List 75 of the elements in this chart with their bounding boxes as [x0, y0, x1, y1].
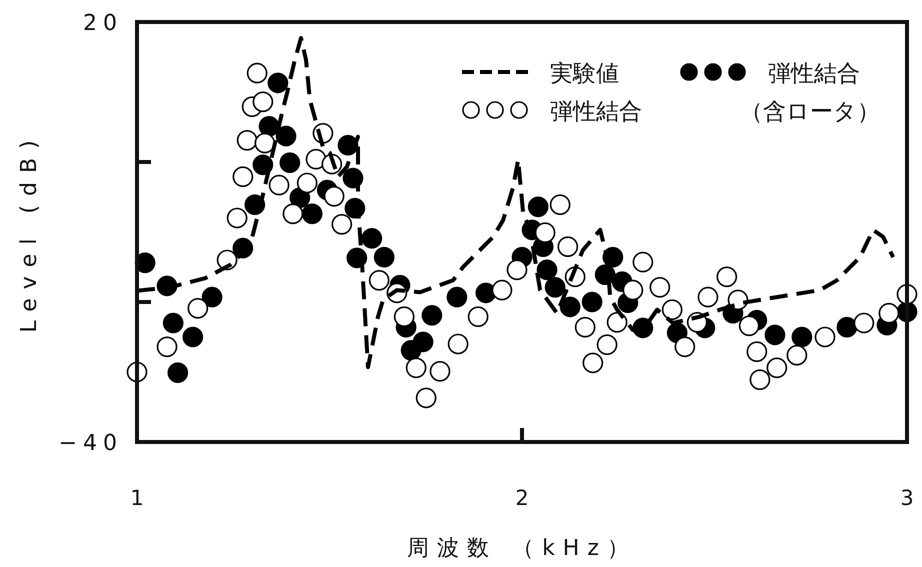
point	[468, 306, 488, 327]
point	[296, 172, 318, 194]
point	[492, 280, 512, 300]
point	[854, 312, 874, 334]
point	[550, 194, 570, 215]
point	[574, 316, 596, 338]
y-tick-label: −40	[58, 431, 123, 456]
point	[698, 286, 718, 308]
legend-label: 実験値	[550, 61, 619, 87]
point	[476, 282, 496, 304]
point	[786, 344, 808, 366]
point	[534, 222, 556, 243]
point	[188, 298, 208, 319]
point	[528, 196, 548, 218]
point	[302, 204, 322, 224]
point	[374, 246, 394, 268]
point	[558, 236, 578, 257]
x-tick-label: 3	[900, 486, 914, 510]
point	[362, 228, 382, 249]
point	[202, 286, 222, 308]
point	[448, 334, 468, 354]
point	[276, 126, 296, 146]
point	[282, 204, 304, 224]
point	[836, 316, 858, 338]
point	[560, 296, 580, 318]
point	[766, 358, 788, 378]
point	[716, 266, 738, 288]
point	[162, 312, 184, 334]
point	[674, 336, 696, 358]
point	[582, 352, 604, 374]
point	[416, 388, 436, 408]
point	[252, 154, 274, 176]
point	[422, 305, 442, 326]
point	[332, 214, 352, 235]
point	[156, 336, 178, 358]
legend-label: 弾性結合	[550, 99, 642, 125]
point	[226, 208, 248, 228]
point	[252, 92, 274, 112]
point	[738, 316, 760, 336]
point	[746, 341, 768, 362]
point	[814, 326, 836, 348]
point	[406, 358, 426, 378]
point	[394, 306, 414, 327]
point	[764, 324, 786, 346]
point	[622, 280, 644, 300]
point	[246, 62, 268, 84]
point	[662, 299, 682, 320]
legend-label: 弾性結合（含ロータ）	[740, 61, 880, 125]
point	[268, 174, 290, 196]
point	[750, 369, 770, 390]
point	[606, 312, 628, 333]
point	[232, 166, 254, 187]
point	[596, 334, 618, 355]
x-tick-label: 2	[515, 486, 529, 510]
x-tick-label: 1	[130, 486, 144, 510]
point	[430, 361, 450, 382]
point	[168, 362, 188, 383]
y-axis-title: Level (dB)	[17, 131, 42, 333]
point	[182, 326, 204, 348]
point	[400, 340, 422, 361]
point	[506, 260, 528, 280]
point	[446, 286, 468, 308]
point	[792, 326, 812, 348]
point	[544, 277, 566, 298]
point	[878, 302, 900, 324]
point	[632, 252, 654, 272]
y-tick-label: 20	[83, 11, 123, 36]
point	[536, 260, 558, 280]
point	[582, 292, 602, 312]
point	[324, 186, 344, 207]
point	[280, 152, 300, 173]
x-axis-title: 周波数 （kHz）	[407, 536, 637, 561]
point	[268, 72, 288, 94]
point	[650, 277, 670, 298]
point	[368, 270, 390, 291]
